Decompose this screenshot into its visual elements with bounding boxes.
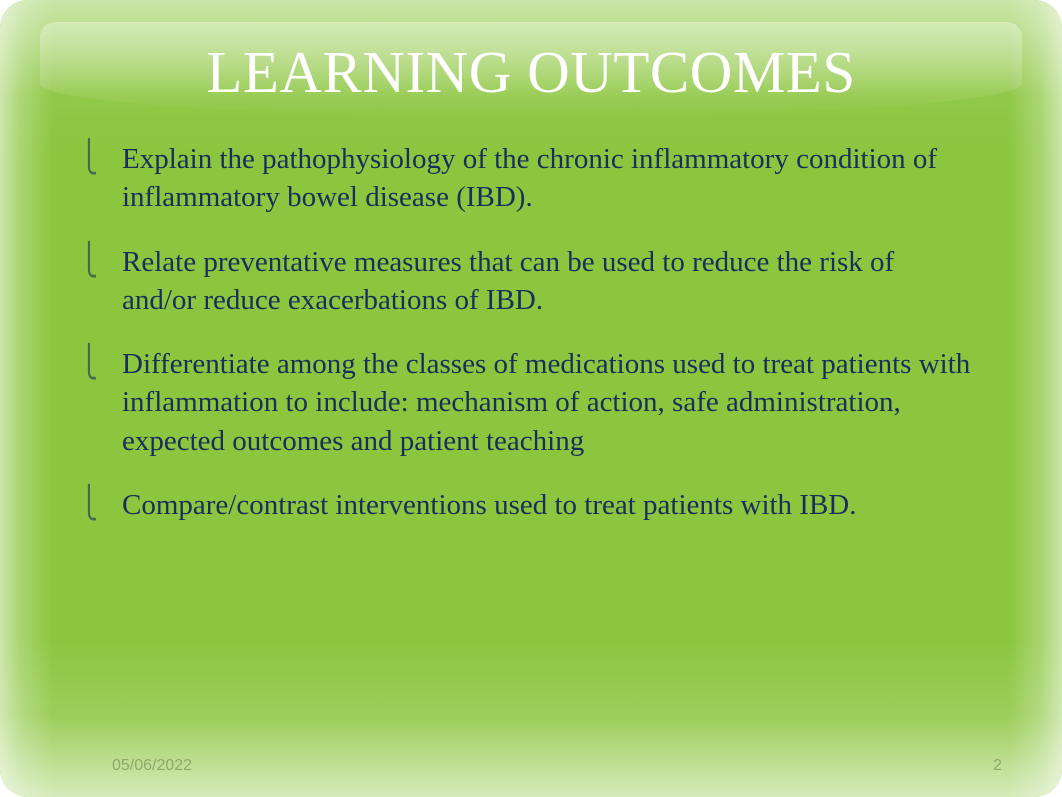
bullet-marker-icon: ⎩ — [80, 483, 98, 524]
bullet-item: ⎩ Relate preventative measures that can … — [80, 243, 972, 320]
bullet-text: Relate preventative measures that can be… — [122, 246, 894, 316]
bullet-text: Explain the pathophysiology of the chron… — [122, 143, 937, 213]
bullet-marker-icon: ⎩ — [80, 342, 98, 383]
footer-page-number: 2 — [993, 757, 1002, 775]
bullet-marker-icon: ⎩ — [80, 240, 98, 281]
bullet-item: ⎩ Explain the pathophysiology of the chr… — [80, 140, 972, 217]
bullet-marker-icon: ⎩ — [80, 137, 98, 178]
bullet-text: Differentiate among the classes of medic… — [122, 348, 970, 457]
slide: LEARNING OUTCOMES ⎩ Explain the pathophy… — [0, 0, 1062, 797]
slide-title: LEARNING OUTCOMES — [0, 38, 1062, 107]
bullet-text: Compare/contrast interventions used to t… — [122, 489, 857, 521]
footer-date: 05/06/2022 — [112, 757, 192, 775]
bullet-item: ⎩ Compare/contrast interventions used to… — [80, 486, 972, 524]
bullet-item: ⎩ Differentiate among the classes of med… — [80, 345, 972, 460]
slide-body: ⎩ Explain the pathophysiology of the chr… — [80, 140, 972, 550]
